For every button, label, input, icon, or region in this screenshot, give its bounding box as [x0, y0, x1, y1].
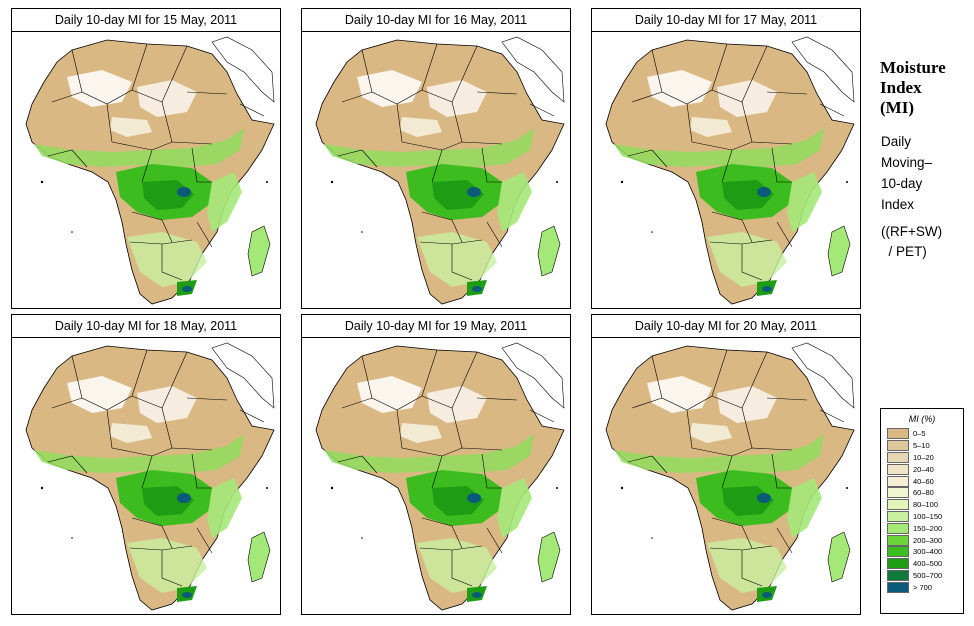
africa-moisture-map	[592, 32, 860, 308]
description-line: Daily	[881, 134, 912, 149]
legend-label: 100–150	[913, 511, 943, 521]
legend-swatch	[887, 428, 909, 440]
africa-moisture-map	[302, 32, 570, 308]
legend-item: 150–200	[881, 522, 963, 534]
index-title-line: (MI)	[880, 98, 914, 117]
panel-title: Daily 10-day MI for 17 May, 2011	[592, 9, 860, 32]
legend-item: 60–80	[881, 487, 963, 499]
legend-label: 20–40	[913, 464, 934, 474]
legend-swatch	[887, 510, 909, 522]
map-panel: Daily 10-day MI for 17 May, 2011	[591, 8, 861, 309]
africa-moisture-map	[12, 32, 280, 308]
legend-swatch	[887, 558, 909, 570]
legend-label: 40–60	[913, 476, 934, 486]
legend-label: 200–300	[913, 535, 943, 545]
africa-moisture-map	[12, 338, 280, 614]
index-title-line: Index	[880, 78, 922, 97]
description-line: 10-day	[881, 176, 923, 191]
legend-swatch	[887, 546, 909, 558]
legend-swatch	[887, 499, 909, 511]
map-panel: Daily 10-day MI for 15 May, 2011	[11, 8, 281, 309]
index-title-line: Moisture	[880, 58, 946, 77]
legend-item: 5–10	[881, 440, 963, 452]
legend-rows: 0–5 5–10 10–20 20–40 40–60 60–80 80–100 100–150…	[881, 428, 963, 593]
legend-item: 80–100	[881, 499, 963, 511]
legend-label: 500–700	[913, 570, 943, 580]
legend-label: 150–200	[913, 523, 943, 533]
legend-label: 60–80	[913, 488, 934, 498]
africa-moisture-map	[592, 338, 860, 614]
legend-label: 5–10	[913, 441, 930, 451]
panel-title: Daily 10-day MI for 15 May, 2011	[12, 9, 280, 32]
legend-swatch	[887, 581, 909, 593]
legend-swatch	[887, 522, 909, 534]
legend-item: 20–40	[881, 463, 963, 475]
map-panel: Daily 10-day MI for 16 May, 2011	[301, 8, 571, 309]
legend-title: MI (%)	[908, 414, 936, 424]
legend-item: 40–60	[881, 475, 963, 487]
formula-line: / PET)	[881, 244, 927, 259]
map-panel: Daily 10-day MI for 18 May, 2011	[11, 314, 281, 615]
legend-swatch	[887, 569, 909, 581]
africa-moisture-map	[302, 338, 570, 614]
legend-label: 400–500	[913, 559, 943, 569]
description-line: Moving–	[881, 155, 933, 170]
map-panel: Daily 10-day MI for 19 May, 2011	[301, 314, 571, 615]
legend-item: 100–150	[881, 510, 963, 523]
panel-title: Daily 10-day MI for 18 May, 2011	[12, 315, 280, 338]
legend-item: 0–5	[881, 428, 963, 440]
description-line: Index	[881, 197, 915, 212]
legend-item: 200–300	[881, 534, 963, 546]
formula-line: ((RF+SW)	[881, 224, 943, 239]
legend-item: 500–700	[881, 569, 963, 582]
legend-label: 0–5	[913, 429, 926, 439]
legend-swatch	[887, 475, 909, 487]
index-title: Moisture Index (MI)	[880, 58, 946, 118]
legend-swatch	[887, 440, 909, 452]
legend-item: 400–500	[881, 558, 963, 570]
legend-swatch	[887, 463, 909, 475]
legend-label: > 700	[913, 582, 932, 592]
legend-label: 10–20	[913, 452, 934, 462]
panel-title: Daily 10-day MI for 20 May, 2011	[592, 315, 860, 338]
color-legend: MI (%) 0–5 5–10 10–20 20–40 40–60 60–80 80–100…	[880, 408, 964, 614]
legend-label: 300–400	[913, 547, 943, 557]
panel-title: Daily 10-day MI for 16 May, 2011	[302, 9, 570, 32]
index-formula: ((RF+SW) / PET)	[881, 222, 942, 262]
legend-item: 300–400	[881, 546, 963, 558]
legend-item: 10–20	[881, 451, 963, 464]
map-panel: Daily 10-day MI for 20 May, 2011	[591, 314, 861, 615]
legend-item: > 700	[881, 581, 963, 593]
legend-swatch	[887, 534, 909, 546]
index-description: Daily Moving– 10-day Index	[881, 131, 932, 215]
legend-label: 80–100	[913, 500, 939, 510]
legend-swatch	[887, 487, 909, 499]
panel-title: Daily 10-day MI for 19 May, 2011	[302, 315, 570, 338]
legend-swatch	[887, 451, 909, 463]
